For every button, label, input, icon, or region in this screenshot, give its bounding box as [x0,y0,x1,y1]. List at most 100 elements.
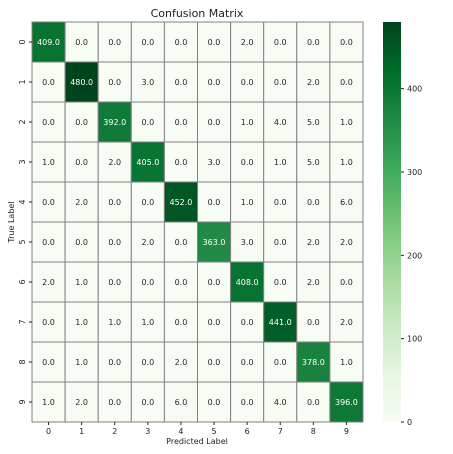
cell-value-label: 0.0 [241,318,254,327]
cell-value-label: 0.0 [175,318,188,327]
heatmap-cell [263,301,298,343]
cell-value-label: 0.0 [175,238,188,247]
heatmap-cell [230,101,265,143]
cell-value-label: 405.0 [136,158,159,167]
cell-value-label: 1.0 [42,158,55,167]
cell-value-label: 2.0 [108,158,121,167]
x-tick-label: 8 [311,427,316,436]
cell-value-label: 1.0 [340,358,353,367]
heatmap-cell [31,141,66,183]
cell-value-label: 3.0 [241,238,254,247]
cell-value-label: 2.0 [141,238,154,247]
heatmap-cell [296,61,331,103]
x-tick-label: 6 [245,427,250,436]
x-tick-label: 4 [178,427,183,436]
cell-value-label: 392.0 [103,118,126,127]
heatmap-cells: 409.0 0.0 0.0 0.0 0.0 0.0 2.0 0.0 0.0 0.0 0.0 480.0… [31,21,364,423]
cell-value-label: 6.0 [175,398,188,407]
cell-value-label: 2.0 [75,198,88,207]
heatmap-cell [263,261,298,303]
cell-value-label: 0.0 [141,398,154,407]
heatmap-cell [197,381,232,423]
x-tick-label: 1 [79,427,84,436]
cell-value-label: 1.0 [42,398,55,407]
cell-value-label: 0.0 [274,78,287,87]
cell-value-label: 409.0 [37,38,60,47]
cell-value-label: 0.0 [42,78,55,87]
cell-value-label: 0.0 [340,38,353,47]
heatmap-cell [130,61,165,103]
heatmap-cell [296,341,331,383]
cell-value-label: 0.0 [108,398,121,407]
cell-value-label: 2.0 [307,238,320,247]
cell-value-label: 0.0 [108,358,121,367]
colorbar-tick-label: 0 [407,418,412,427]
heatmap-cell [296,181,331,223]
cell-value-label: 396.0 [335,398,358,407]
heatmap-cell [97,101,132,143]
cell-value-label: 0.0 [141,358,154,367]
heatmap-cell [230,301,265,343]
cell-value-label: 0.0 [75,118,88,127]
heatmap-cell [263,101,298,143]
heatmap-cell [296,381,331,423]
cell-value-label: 408.0 [236,278,259,287]
colorbar [383,22,401,422]
heatmap-cell [64,341,99,383]
cell-value-label: 0.0 [208,398,221,407]
x-axis-ticks: 0 1 2 3 4 5 6 7 8 9 [46,422,349,436]
cell-value-label: 0.0 [307,198,320,207]
heatmap-cell [230,381,265,423]
cell-value-label: 1.0 [241,198,254,207]
heatmap-cell [197,181,232,223]
cell-value-label: 2.0 [307,278,320,287]
colorbar-tick-label: 400 [407,85,422,94]
cell-value-label: 0.0 [141,118,154,127]
cell-value-label: 0.0 [42,198,55,207]
cell-value-label: 0.0 [108,78,121,87]
colorbar-ticks: 0 100 200 300 400 [401,85,422,427]
cell-value-label: 0.0 [108,238,121,247]
cell-value-label: 5.0 [307,118,320,127]
heatmap-cell [97,221,132,263]
x-tick-label: 5 [212,427,217,436]
cell-value-label: 6.0 [340,198,353,207]
cell-value-label: 0.0 [108,198,121,207]
heatmap-cell [64,181,99,223]
heatmap-cell [296,261,331,303]
cell-value-label: 0.0 [175,78,188,87]
heatmap-cell [230,261,265,303]
cell-value-label: 0.0 [108,278,121,287]
heatmap-cell [263,381,298,423]
cell-value-label: 1.0 [340,158,353,167]
y-tick-label: 3 [18,159,27,164]
cell-value-label: 0.0 [42,358,55,367]
cell-value-label: 3.0 [208,158,221,167]
heatmap-cell [64,301,99,343]
cell-value-label: 0.0 [208,198,221,207]
cell-value-label: 0.0 [340,78,353,87]
y-tick-label: 8 [18,359,27,364]
y-tick-label: 7 [18,319,27,324]
heatmap-cell [31,261,66,303]
y-tick-label: 4 [18,199,27,204]
heatmap-cell [329,301,364,343]
heatmap-cell [197,261,232,303]
cell-value-label: 0.0 [208,118,221,127]
heatmap-cell [163,341,198,383]
cell-value-label: 0.0 [75,158,88,167]
cell-value-label: 0.0 [208,358,221,367]
cell-value-label: 0.0 [75,238,88,247]
cell-value-label: 0.0 [141,198,154,207]
cell-value-label: 0.0 [208,318,221,327]
heatmap-cell [230,341,265,383]
heatmap-cell [31,221,66,263]
x-tick-label: 0 [46,427,51,436]
cell-value-label: 2.0 [42,278,55,287]
cell-value-label: 2.0 [340,238,353,247]
cell-value-label: 1.0 [75,358,88,367]
y-tick-label: 6 [18,279,27,284]
cell-value-label: 0.0 [141,38,154,47]
colorbar-tick-label: 200 [407,251,422,260]
heatmap-cell [329,181,364,223]
